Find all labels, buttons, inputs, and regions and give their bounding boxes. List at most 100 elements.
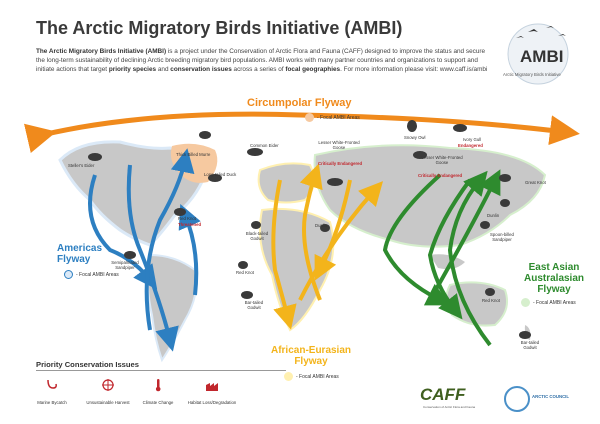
bird-semipalmated-icon bbox=[124, 251, 136, 259]
label-bar-tailed-e: Bar-tailed Godwit bbox=[520, 340, 540, 350]
east-asian-flyway-arrow-1 bbox=[382, 173, 451, 306]
label-stellers-eider: Steller's Eider bbox=[68, 163, 95, 168]
bird-spoon-billed-icon bbox=[480, 221, 490, 229]
label-red-knot-ea: Red Knot bbox=[482, 298, 500, 303]
circumpolar-flyway-arrow bbox=[24, 111, 580, 153]
bird-great-knot-icon bbox=[499, 174, 511, 182]
bird-red-knot-af-icon bbox=[238, 261, 248, 269]
label-dunlin-w: Dunlin bbox=[315, 223, 328, 228]
bird-black-tailed-godwit-icon bbox=[251, 221, 261, 229]
bird-bar-tailed-e-icon bbox=[519, 331, 531, 339]
arctic-council-text: ARCTIC COUNCIL bbox=[532, 394, 569, 399]
factory-icon bbox=[206, 383, 218, 391]
crosshair-icon bbox=[102, 379, 114, 391]
label-semipalmated: Semipalmated Sandpiper bbox=[111, 260, 139, 270]
label-thick-billed-murre: Thick Billed Murre bbox=[176, 152, 211, 157]
label-dunlin-e: Dunlin bbox=[487, 213, 500, 218]
east-asian-legend-text: - Focal AMBI Areas bbox=[533, 299, 576, 306]
africa-landmass bbox=[259, 207, 335, 332]
east-asian-flyway-arrow-3 bbox=[447, 170, 492, 347]
label-common-eider: Common Eider bbox=[250, 143, 279, 148]
intro-text-1: is a project under the Conservation of A… bbox=[36, 48, 486, 74]
priority-divider bbox=[36, 370, 286, 371]
americas-flyway-arrow-1 bbox=[88, 174, 158, 290]
caff-logo: CAFF bbox=[420, 385, 466, 404]
label-black-tailed-godwit: Black-tailed Godwit bbox=[245, 231, 269, 241]
intro-text-4: . For more information please visit: bbox=[340, 66, 440, 74]
fish-hook-icon bbox=[47, 379, 57, 389]
status-critically-endangered-w: Critically Endangered bbox=[318, 161, 363, 166]
east-asian-title-line2: Australasian bbox=[523, 273, 585, 284]
label-great-knot: Great Knot bbox=[525, 180, 546, 185]
label-long-tailed-duck: Long-tailed Duck bbox=[204, 172, 237, 177]
issue-marine-bycatch: Marine Bycatch bbox=[22, 378, 82, 405]
page-title: The Arctic Migratory Birds Initiative (A… bbox=[36, 18, 403, 38]
intro-paragraph: The Arctic Migratory Birds Initiative (A… bbox=[36, 47, 491, 75]
issue-label-1: Unsustainable Harvest bbox=[86, 400, 130, 405]
australia-landmass bbox=[445, 281, 508, 327]
intro-text-2: and bbox=[156, 66, 171, 74]
bird-long-tailed-duck-icon bbox=[208, 174, 222, 182]
circumpolar-legend-text: - Focal AMBI Areas bbox=[317, 114, 360, 121]
label-spoon-billed: Spoon-billed Sandpiper bbox=[490, 232, 514, 242]
african-legend: - Focal AMBI Areas bbox=[284, 372, 339, 381]
east-asian-title-line1: East Asian bbox=[528, 262, 580, 273]
issue-unsustainable-harvest: Unsustainable Harvest bbox=[78, 378, 138, 405]
african-flyway-arrow-2 bbox=[299, 163, 323, 301]
bird-common-eider-icon bbox=[247, 148, 263, 156]
arctic-council-logo-icon bbox=[504, 386, 530, 412]
europe-landmass bbox=[257, 162, 315, 204]
circumpolar-legend: - Focal AMBI Areas bbox=[305, 113, 360, 122]
east-asian-flyway-arrow-2 bbox=[427, 178, 472, 320]
east-asian-flyway-arrow-4 bbox=[428, 169, 501, 301]
circumpolar-flyway-title: Circumpolar Flyway bbox=[247, 97, 352, 109]
bird-murre-icon bbox=[199, 131, 211, 139]
african-title-line1: African-Eurasian bbox=[270, 345, 352, 356]
african-flyway-arrow-1 bbox=[271, 179, 297, 330]
bird-lwf-goose-w-icon bbox=[327, 178, 343, 186]
intro-text-3: across a series of bbox=[231, 66, 286, 74]
americas-flyway-arrow-3 bbox=[144, 148, 195, 331]
african-legend-dot bbox=[284, 372, 293, 381]
status-threatened: Threatened bbox=[178, 222, 202, 227]
label-lwf-goose-w: Lesser White-Fronted Goose bbox=[318, 140, 360, 150]
issue-label-2: Climate Change bbox=[142, 400, 174, 405]
bird-dunlin-w-icon bbox=[320, 224, 330, 232]
label-ivory-gull: Ivory Gull bbox=[463, 137, 482, 142]
intro-link[interactable]: www.caff.is/ambi bbox=[439, 66, 488, 74]
americas-title-line1: Americas bbox=[57, 243, 103, 254]
caff-subtitle: Conservation of Arctic Flora and Fauna bbox=[423, 405, 476, 409]
bird-red-knot-am-icon bbox=[174, 208, 186, 216]
bird-lwf-goose-e-icon bbox=[413, 151, 427, 159]
thermometer-icon bbox=[155, 379, 161, 392]
intro-bold-3: conservation issues bbox=[170, 66, 232, 74]
east-asian-legend-dot bbox=[521, 298, 530, 307]
priority-title: Priority Conservation Issues bbox=[36, 360, 139, 369]
americas-flyway-title: Americas Flyway bbox=[57, 243, 102, 265]
label-snowy-owl: Snowy Owl bbox=[404, 135, 426, 140]
african-legend-text: - Focal AMBI Areas bbox=[296, 373, 339, 380]
bird-bar-tailed-w-icon bbox=[241, 291, 253, 299]
issue-climate-change: Climate Change bbox=[128, 378, 188, 405]
americas-flyway-arrow-2 bbox=[126, 164, 179, 352]
issue-label-3: Habitat Loss/Degradation bbox=[187, 400, 237, 405]
east-asian-legend: - Focal AMBI Areas bbox=[521, 298, 576, 307]
east-asian-flyway-title: East Asian Australasian Flyway bbox=[520, 262, 588, 295]
americas-legend-dot bbox=[64, 270, 73, 279]
status-endangered: Endangered bbox=[458, 143, 483, 148]
label-bar-tailed-w: Bar-tailed Godwit bbox=[244, 300, 264, 310]
african-flyway-title: African-Eurasian Flyway bbox=[266, 345, 356, 367]
status-critically-endangered-e: Critically Endangered bbox=[418, 173, 463, 178]
circumpolar-legend-dot bbox=[305, 113, 314, 122]
bird-red-knot-ea-icon bbox=[485, 288, 495, 296]
logo-subtitle: Arctic Migratory Birds Initiative bbox=[503, 72, 561, 77]
americas-legend: - Focal AMBI Areas bbox=[64, 270, 119, 279]
label-lwf-goose-e: Lesser White-Fronted Goose bbox=[421, 155, 463, 165]
intro-bold-4: focal geographies bbox=[285, 66, 341, 74]
bird-snowy-owl-icon bbox=[407, 120, 417, 132]
bird-stellers-eider-icon bbox=[88, 153, 102, 161]
americas-legend-text: - Focal AMBI Areas bbox=[76, 271, 119, 278]
african-title-line2: Flyway bbox=[294, 356, 328, 367]
americas-title-line2: Flyway bbox=[57, 254, 91, 265]
